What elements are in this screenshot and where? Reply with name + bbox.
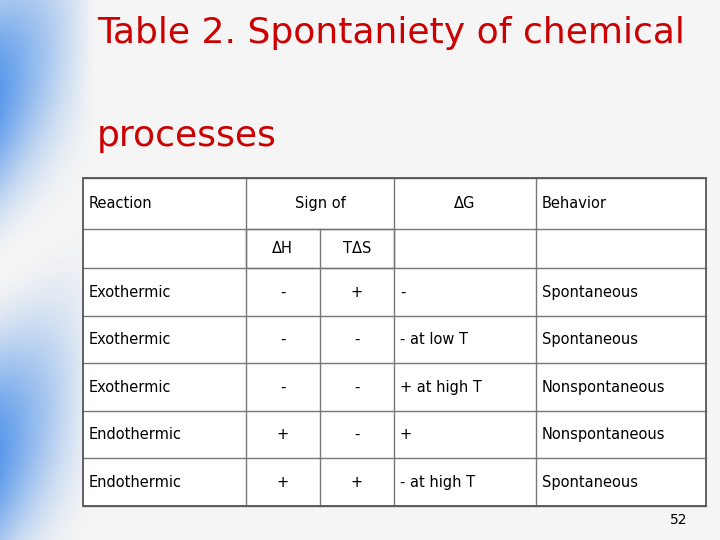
Text: -: - xyxy=(280,285,285,300)
Text: -: - xyxy=(354,427,360,442)
Text: Endothermic: Endothermic xyxy=(89,475,181,490)
Text: TΔS: TΔS xyxy=(343,241,372,256)
Text: -: - xyxy=(400,285,405,300)
Text: Sign of: Sign of xyxy=(294,197,346,211)
Text: -: - xyxy=(354,380,360,395)
Text: +: + xyxy=(400,427,412,442)
Text: Nonspontaneous: Nonspontaneous xyxy=(541,380,665,395)
Text: -: - xyxy=(354,332,360,347)
Text: - at low T: - at low T xyxy=(400,332,468,347)
Text: ΔG: ΔG xyxy=(454,197,476,211)
Text: +: + xyxy=(276,475,289,490)
Text: +: + xyxy=(351,285,363,300)
Text: Nonspontaneous: Nonspontaneous xyxy=(541,427,665,442)
Text: -: - xyxy=(280,332,285,347)
Text: Exothermic: Exothermic xyxy=(89,380,171,395)
Text: Spontaneous: Spontaneous xyxy=(541,475,637,490)
Text: Reaction: Reaction xyxy=(89,197,152,211)
Text: Exothermic: Exothermic xyxy=(89,332,171,347)
Text: Table 2. Spontaniety of chemical: Table 2. Spontaniety of chemical xyxy=(97,16,685,50)
Text: + at high T: + at high T xyxy=(400,380,482,395)
Text: +: + xyxy=(351,475,363,490)
Text: Endothermic: Endothermic xyxy=(89,427,181,442)
Text: Exothermic: Exothermic xyxy=(89,285,171,300)
Text: Behavior: Behavior xyxy=(541,197,606,211)
Text: Spontaneous: Spontaneous xyxy=(541,332,637,347)
Text: -: - xyxy=(280,380,285,395)
Text: - at high T: - at high T xyxy=(400,475,475,490)
Text: 52: 52 xyxy=(670,512,688,526)
Text: processes: processes xyxy=(97,119,277,153)
Text: Spontaneous: Spontaneous xyxy=(541,285,637,300)
Text: +: + xyxy=(276,427,289,442)
Text: ΔH: ΔH xyxy=(272,241,293,256)
